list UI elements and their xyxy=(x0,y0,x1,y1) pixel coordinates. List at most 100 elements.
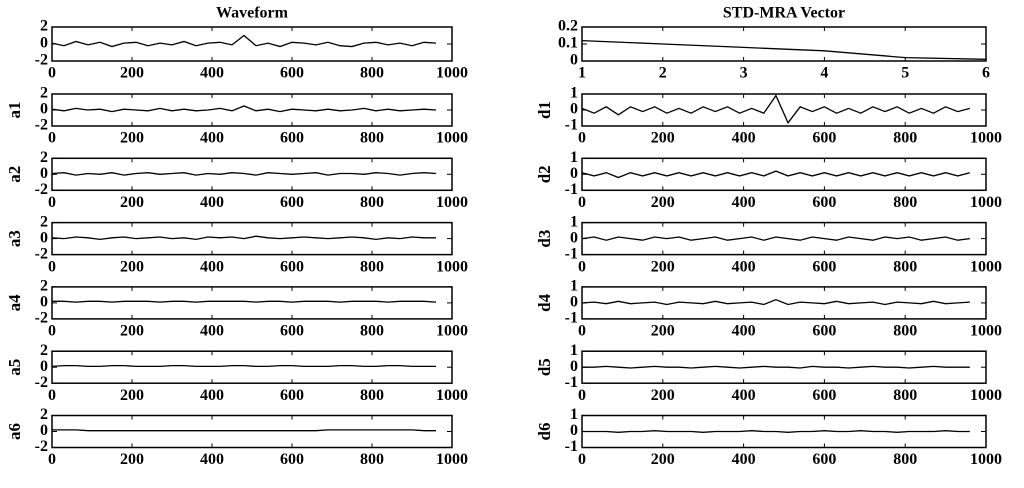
x-tick-label: 800 xyxy=(360,130,384,147)
y-tick-label: 0 xyxy=(570,358,578,375)
y-tick-label: -2 xyxy=(35,117,48,134)
x-tick-label: 600 xyxy=(812,194,836,211)
x-tick-label: 600 xyxy=(280,130,304,147)
x-tick-label: 1000 xyxy=(436,258,468,275)
y-axis-label: a3 xyxy=(5,230,24,247)
x-tick-label: 200 xyxy=(120,258,144,275)
x-tick-label: 400 xyxy=(732,258,756,275)
signal-line xyxy=(581,94,971,125)
x-tick-label: 200 xyxy=(120,387,144,404)
signal-line xyxy=(582,430,970,433)
signal-line xyxy=(51,364,436,368)
signal-line xyxy=(51,105,437,113)
y-tick-label: -1 xyxy=(565,438,578,455)
y-tick-label: 0 xyxy=(40,101,48,118)
x-tick-label: 400 xyxy=(200,65,224,82)
y-axis-label: d4 xyxy=(535,293,554,311)
x-tick-label: 4 xyxy=(820,65,828,82)
x-tick-label: 0 xyxy=(48,323,56,340)
x-tick-label: 800 xyxy=(360,65,384,82)
x-tick-label: 0 xyxy=(578,130,586,147)
x-tick-label: 2 xyxy=(659,65,667,82)
x-tick-label: 6 xyxy=(982,65,990,82)
y-tick-label: 0 xyxy=(570,294,578,311)
signal-line xyxy=(52,300,437,303)
y-tick-label: 0 xyxy=(40,422,48,439)
y-tick-label: 1 xyxy=(570,85,578,102)
signal-line xyxy=(51,235,436,241)
x-tick-label: 600 xyxy=(812,451,836,468)
y-tick-label: -2 xyxy=(35,181,48,198)
y-axis-label: a2 xyxy=(5,166,24,183)
x-tick-label: 400 xyxy=(732,194,756,211)
x-tick-label: 600 xyxy=(280,65,304,82)
signal-line xyxy=(51,172,437,176)
y-tick-label: -2 xyxy=(35,374,48,391)
y-tick-label: 2 xyxy=(40,406,48,423)
signal-line xyxy=(581,39,987,60)
x-tick-label: 800 xyxy=(360,258,384,275)
plot-box xyxy=(581,26,987,62)
y-tick-label: 1 xyxy=(570,342,578,359)
x-tick-label: 200 xyxy=(120,323,144,340)
y-axis-label: d1 xyxy=(535,101,554,119)
plot-box xyxy=(51,350,453,384)
plot-box xyxy=(51,286,453,320)
x-tick-label: 600 xyxy=(280,194,304,211)
y-axis-label: a5 xyxy=(5,359,24,376)
y-axis-label: d6 xyxy=(535,423,554,441)
x-tick-label: 1000 xyxy=(970,323,1002,340)
y-tick-label: 0 xyxy=(570,165,578,182)
y-tick-label: 1 xyxy=(570,149,578,166)
x-tick-label: 800 xyxy=(360,194,384,211)
x-tick-label: 400 xyxy=(732,323,756,340)
x-tick-label: 600 xyxy=(280,258,304,275)
y-tick-label: 0 xyxy=(40,229,48,246)
signal-line xyxy=(582,365,970,369)
y-tick-label: 2 xyxy=(40,149,48,166)
x-tick-label: 200 xyxy=(120,65,144,82)
x-tick-label: 1000 xyxy=(436,65,468,82)
y-tick-label: 2 xyxy=(40,278,48,295)
y-axis-label: a4 xyxy=(5,294,24,312)
signal-line xyxy=(52,429,436,432)
y-axis-label: a1 xyxy=(5,102,24,119)
x-tick-label: 200 xyxy=(651,387,675,404)
y-tick-label: 0 xyxy=(40,35,48,52)
y-axis-label: d2 xyxy=(535,165,554,183)
x-tick-label: 200 xyxy=(651,130,675,147)
y-tick-label: 2 xyxy=(40,342,48,359)
x-tick-label: 200 xyxy=(120,194,144,211)
x-tick-label: 600 xyxy=(280,451,304,468)
x-tick-label: 200 xyxy=(120,130,144,147)
y-tick-label: 2 xyxy=(40,213,48,230)
x-tick-label: 0 xyxy=(48,451,56,468)
y-tick-label: 0 xyxy=(570,422,578,439)
x-tick-label: 200 xyxy=(651,258,675,275)
x-tick-label: 1000 xyxy=(970,387,1002,404)
x-tick-label: 0 xyxy=(48,258,56,275)
y-tick-label: -1 xyxy=(565,245,578,262)
x-tick-label: 0 xyxy=(48,65,56,82)
x-tick-label: 1000 xyxy=(436,130,468,147)
y-tick-label: 0 xyxy=(40,165,48,182)
y-axis-label: d3 xyxy=(535,230,554,248)
x-tick-label: 200 xyxy=(651,194,675,211)
y-tick-label: 0 xyxy=(40,358,48,375)
x-tick-label: 400 xyxy=(200,258,224,275)
x-tick-label: 0 xyxy=(578,323,586,340)
y-tick-label: -1 xyxy=(565,181,578,198)
x-tick-label: 0 xyxy=(578,194,586,211)
x-tick-label: 0 xyxy=(48,130,56,147)
x-tick-label: 800 xyxy=(893,130,917,147)
y-tick-label: 1 xyxy=(570,406,578,423)
x-tick-label: 200 xyxy=(651,323,675,340)
signal-line xyxy=(581,170,971,179)
y-tick-label: 0 xyxy=(570,101,578,118)
x-tick-label: 400 xyxy=(732,451,756,468)
x-tick-label: 0 xyxy=(48,387,56,404)
x-tick-label: 1000 xyxy=(436,323,468,340)
signal-line xyxy=(51,34,437,48)
x-tick-label: 600 xyxy=(812,387,836,404)
